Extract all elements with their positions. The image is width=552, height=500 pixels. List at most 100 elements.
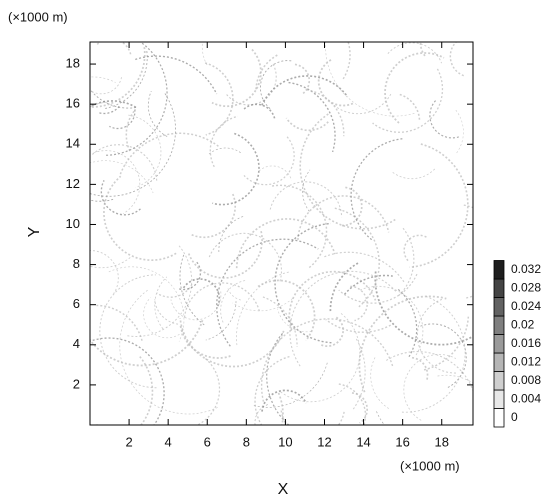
texture-arc [139,356,154,425]
texture-arc [195,358,221,425]
texture-arc [187,231,263,279]
texture-arc [419,42,426,57]
texture-arc [429,98,460,139]
texture-arc [403,234,429,262]
plot-frame [89,41,474,426]
texture-arc [125,245,193,337]
texture-arc [182,278,221,307]
colorbar-box [493,297,505,317]
texture-arc [478,152,522,232]
texture-arc [91,144,158,183]
texture-arc [285,117,329,132]
texture-arc [422,316,470,371]
texture-arc [90,88,137,109]
texture-arc [271,184,328,269]
colorbar-box [493,371,505,391]
x-tick-label: 10 [278,434,292,449]
texture-arc [227,287,241,301]
texture-arc [226,63,277,106]
y-tick-label: 14 [66,136,80,151]
texture-arc [288,270,377,331]
texture-arc [260,60,293,109]
texture-arc [277,392,284,425]
texture-arc [96,304,143,342]
texture-arc [90,160,154,194]
texture-arc [208,147,241,155]
x-tick-label: 16 [395,434,409,449]
x-tick-label: 18 [435,434,449,449]
texture-arc [105,42,168,156]
texture-arc [90,93,176,197]
texture-arc [449,42,464,77]
texture-arc [416,298,456,374]
texture-arc [411,356,429,382]
colorbar-box [493,389,505,409]
texture-arc [216,238,319,347]
colorbar-label: 0 [511,410,518,424]
texture-arc [338,383,367,425]
texture-arc [218,215,245,252]
texture-arc [302,169,311,212]
texture-arc [49,213,59,267]
texture-arc [317,58,354,107]
texture-arc [420,323,467,389]
texture-arc [90,100,137,109]
colorbar-box [493,408,505,428]
texture-arc [220,280,246,323]
texture-arc [401,295,466,413]
texture-arc [109,109,136,130]
texture-arc [376,410,385,425]
texture-arc [333,93,392,115]
texture-arc [324,251,405,284]
texture-arc [100,180,141,216]
y-unit: (×1000 m) [8,9,68,24]
texture-arc [260,318,394,402]
texture-arc [255,54,279,90]
texture-arc [103,175,177,261]
texture-arc [319,316,344,347]
y-tick-label: 12 [66,176,80,191]
texture-arc [289,270,398,367]
texture-arc [359,285,424,357]
texture-arc [385,351,473,393]
texture-arc [280,313,361,403]
texture-arc [277,308,312,333]
x-tick-label: 8 [243,434,250,449]
texture-arc [329,262,359,312]
texture-arc [334,207,380,308]
colorbar-box [493,352,505,372]
y-tick-label: 6 [73,296,80,311]
texture-arc [397,288,418,359]
texture-arc [204,62,234,136]
texture-arc [325,318,391,333]
field-texture [49,42,522,425]
texture-arc [384,52,445,124]
texture-arc [370,355,389,409]
texture-arc [128,114,162,188]
x-tick-label: 2 [125,434,132,449]
texture-arc [135,55,218,95]
texture-arc [236,271,290,346]
texture-arc [409,143,469,269]
texture-arc [387,42,443,64]
texture-arc [350,285,368,322]
colorbar-box [493,334,505,354]
texture-arc [90,337,165,425]
texture-arc [179,254,205,326]
texture-arc [190,193,237,239]
texture-arc [108,266,185,342]
texture-arc [154,276,168,330]
texture-arc [235,218,336,269]
y-tick-label: 16 [66,96,80,111]
x-axis-label: X [278,481,289,498]
texture-arc [209,115,238,168]
texture-arc [243,103,276,120]
colorbar-label: 0.028 [511,280,541,294]
x-tick-label: 12 [317,434,331,449]
x-tick-label: 6 [204,434,211,449]
texture-arc [343,274,393,295]
texture-arc [398,227,415,296]
texture-arc [105,51,148,109]
y-tick-label: 8 [73,256,80,271]
